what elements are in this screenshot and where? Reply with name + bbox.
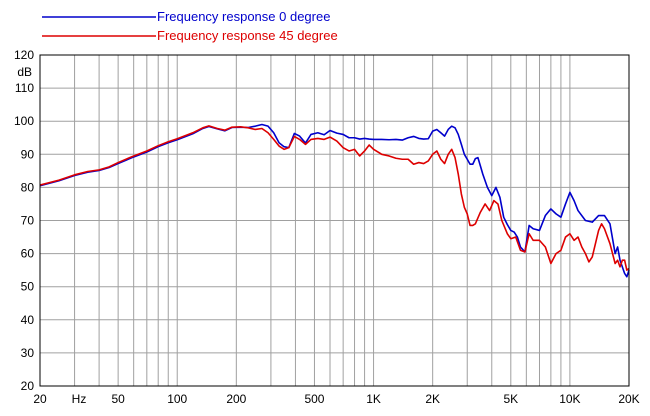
tick-labels: 20 30 40 50 60 70 80 90 100 110 120 20 50 100 200 500 1K… <box>14 48 640 406</box>
legend-label-0: Frequency response 0 degree <box>157 9 330 24</box>
y-tick-label: 80 <box>21 180 35 194</box>
x-tick-label: 20 <box>33 392 47 406</box>
y-tick-label: 120 <box>14 48 34 62</box>
x-tick-label: 10K <box>559 392 580 406</box>
x-tick-label: 1K <box>366 392 381 406</box>
y-tick-label: 90 <box>21 147 35 161</box>
y-tick-label: 60 <box>21 247 35 261</box>
y-tick-label: 40 <box>21 313 35 327</box>
x-tick-label: 5K <box>503 392 518 406</box>
plot-frame <box>39 54 630 387</box>
y-tick-label: 110 <box>15 81 34 95</box>
series-line-1 <box>39 125 630 271</box>
series-group <box>39 123 630 278</box>
x-tick-label: 50 <box>111 392 125 406</box>
y-axis-label: dB <box>17 65 32 79</box>
x-tick-label: 500 <box>304 392 324 406</box>
x-tick-label: 200 <box>226 392 246 406</box>
legend-label-1: Frequency response 45 degree <box>157 28 338 43</box>
y-tick-label: 50 <box>21 280 35 294</box>
y-tick-label: 20 <box>21 379 35 393</box>
x-tick-label: 2K <box>425 392 440 406</box>
x-axis-unit-label: Hz <box>72 392 87 406</box>
legend: Frequency response 0 degree Frequency res… <box>42 9 338 43</box>
x-tick-label: 100 <box>167 392 187 406</box>
y-tick-label: 30 <box>21 346 35 360</box>
y-tick-label: 100 <box>14 114 34 128</box>
y-tick-label: 70 <box>21 214 35 228</box>
x-tick-label: 20K <box>618 392 639 406</box>
